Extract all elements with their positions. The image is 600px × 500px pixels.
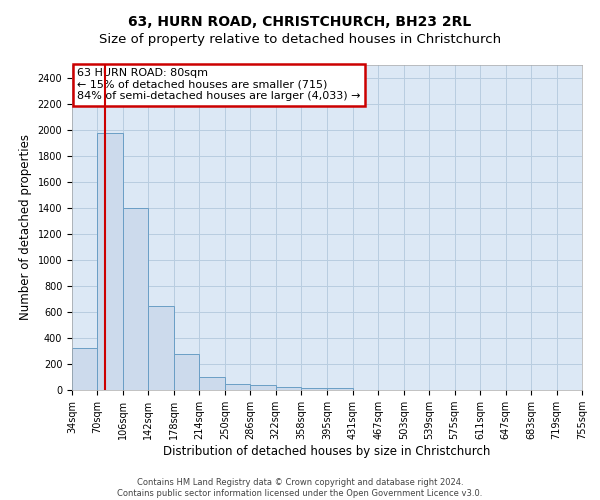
Y-axis label: Number of detached properties: Number of detached properties <box>19 134 32 320</box>
Bar <box>148 306 174 390</box>
Bar <box>276 387 301 390</box>
Text: 63 HURN ROAD: 80sqm
← 15% of detached houses are smaller (715)
84% of semi-detac: 63 HURN ROAD: 80sqm ← 15% of detached ho… <box>77 68 361 102</box>
Bar <box>199 377 225 390</box>
Bar <box>97 132 123 390</box>
Bar <box>250 386 276 390</box>
Bar <box>123 208 148 390</box>
Bar <box>328 388 353 390</box>
Text: Size of property relative to detached houses in Christchurch: Size of property relative to detached ho… <box>99 32 501 46</box>
Text: 63, HURN ROAD, CHRISTCHURCH, BH23 2RL: 63, HURN ROAD, CHRISTCHURCH, BH23 2RL <box>128 15 472 29</box>
Bar <box>301 388 328 390</box>
Bar <box>225 384 250 390</box>
Text: Contains HM Land Registry data © Crown copyright and database right 2024.
Contai: Contains HM Land Registry data © Crown c… <box>118 478 482 498</box>
Bar <box>174 354 199 390</box>
X-axis label: Distribution of detached houses by size in Christchurch: Distribution of detached houses by size … <box>163 445 491 458</box>
Bar <box>72 348 97 390</box>
